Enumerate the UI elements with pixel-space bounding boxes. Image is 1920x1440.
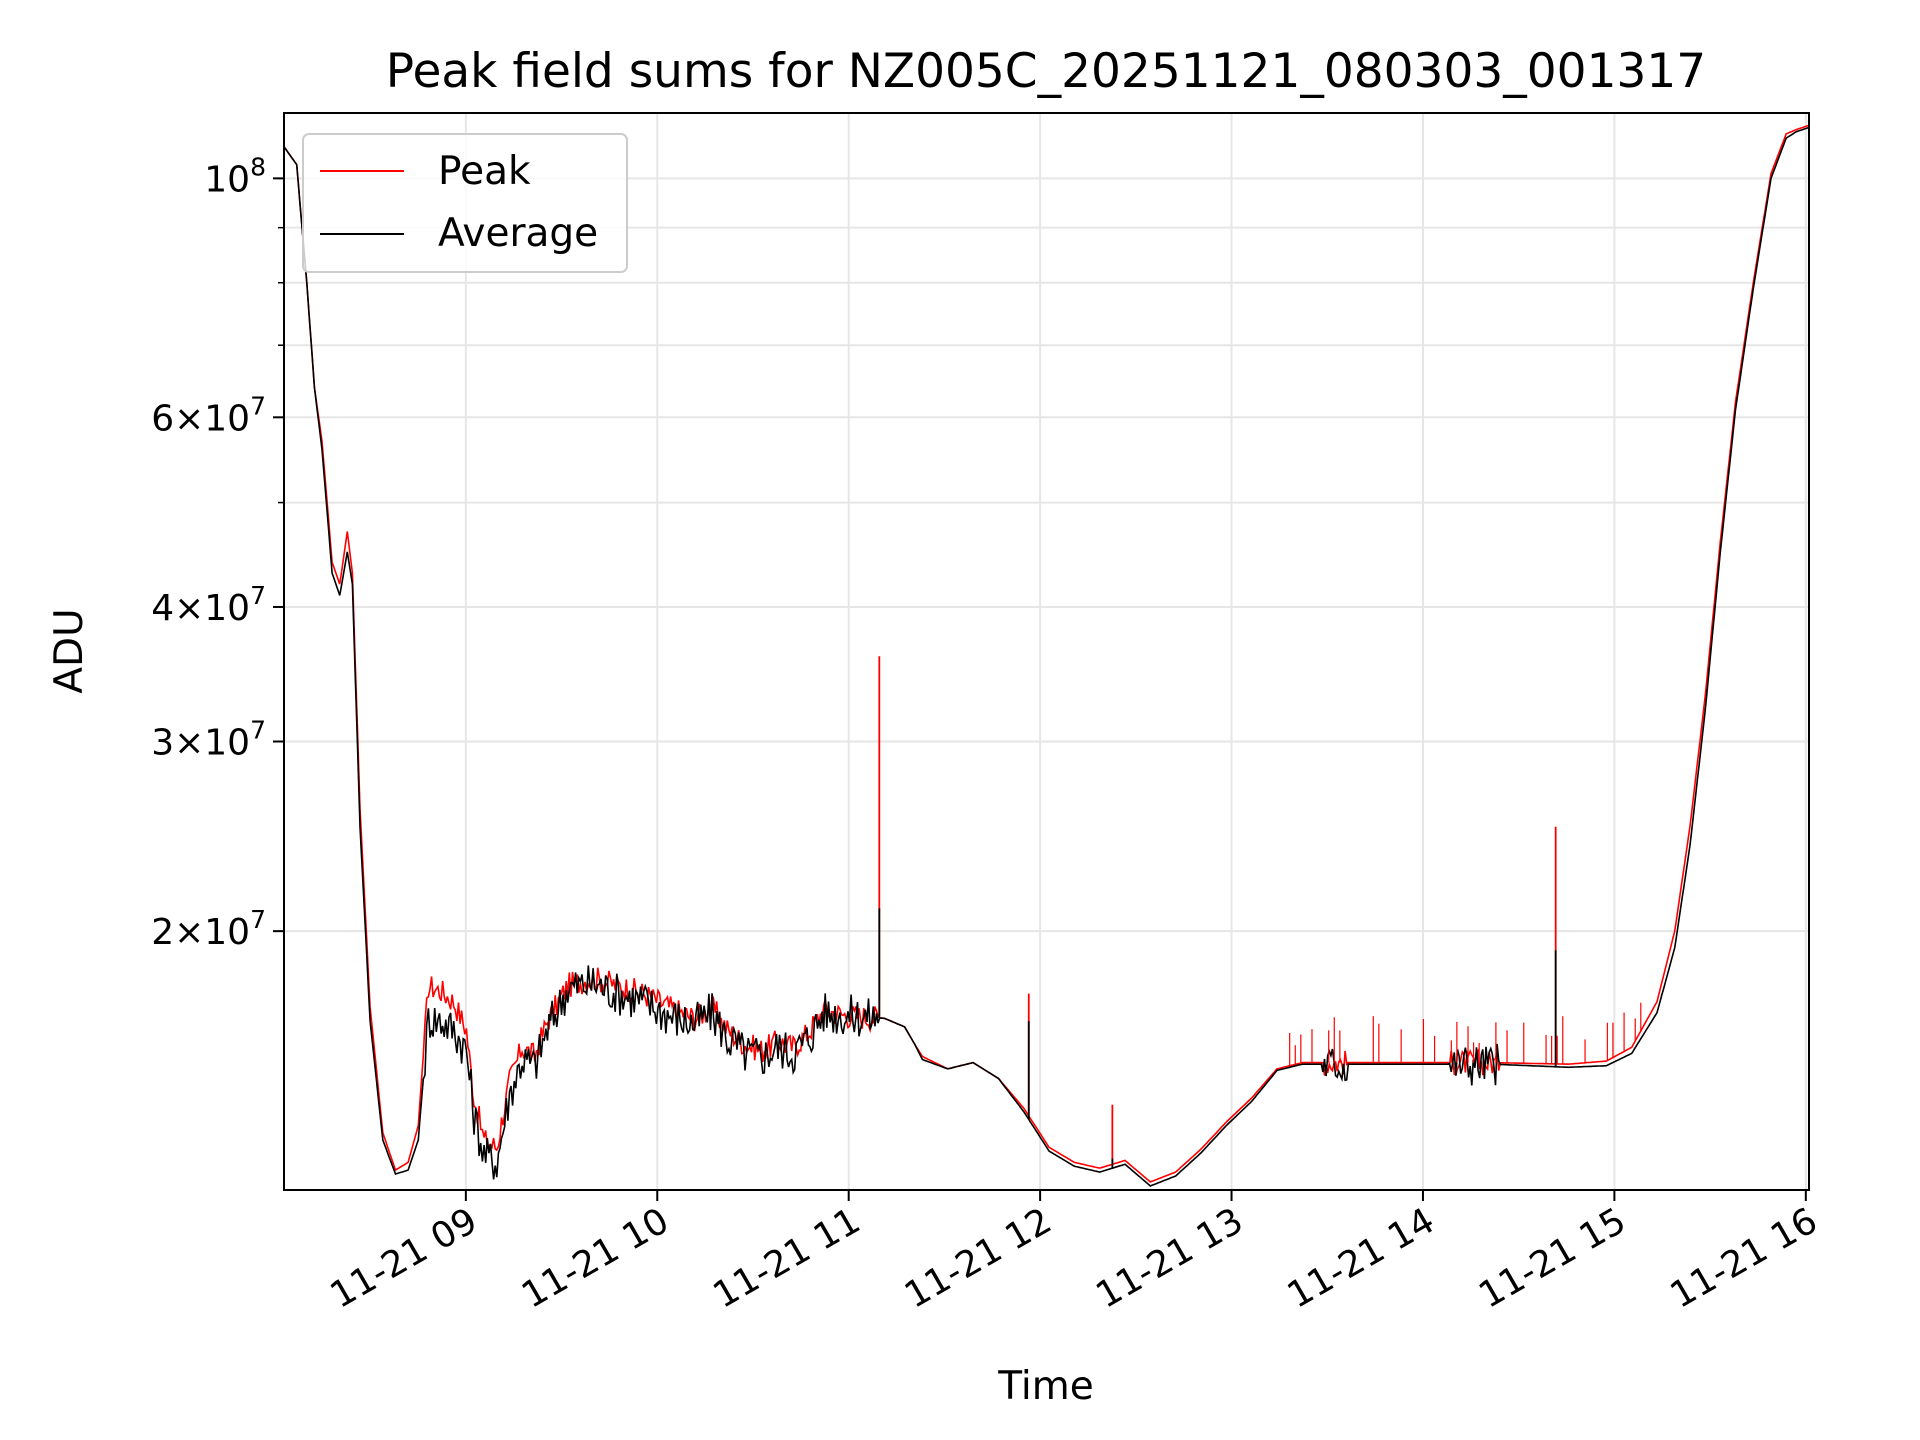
legend-box xyxy=(302,133,628,273)
y-tick-label: 3×107 xyxy=(151,716,266,764)
legend: Peak Average xyxy=(302,133,628,273)
x-tick-label: 11-21 09 xyxy=(324,1200,485,1316)
x-tick-label: 11-21 13 xyxy=(1089,1200,1250,1316)
grid-lines xyxy=(284,113,1809,1190)
x-tick-label: 11-21 12 xyxy=(898,1200,1059,1316)
y-axis-ticks: 2×107 3×107 4×107 6×107 108 xyxy=(151,152,284,953)
x-tick-label: 11-21 16 xyxy=(1664,1200,1825,1316)
plot-frame xyxy=(283,112,1810,1191)
y-tick-label: 108 xyxy=(204,152,266,200)
legend-label-average: Average xyxy=(438,211,598,256)
series-line-average xyxy=(283,126,1810,1187)
series-line-peak xyxy=(283,124,1810,1183)
series-group xyxy=(283,124,1810,1187)
x-axis-ticks: 11-21 09 11-21 10 11-21 11 11-21 12 11-21 13… xyxy=(324,1190,1825,1317)
x-tick-label: 11-21 10 xyxy=(515,1200,676,1316)
y-tick-label: 2×107 xyxy=(151,905,266,953)
x-tick-label: 11-21 14 xyxy=(1281,1200,1442,1316)
legend-label-peak: Peak xyxy=(438,149,531,194)
y-tick-label: 4×107 xyxy=(151,581,266,629)
y-tick-label: 6×107 xyxy=(151,391,266,439)
x-axis-label: Time xyxy=(997,1364,1093,1409)
chart-title: Peak field sums for NZ005C_20251121_0803… xyxy=(386,44,1706,99)
y-axis-label: ADU xyxy=(47,608,92,693)
x-tick-label: 11-21 15 xyxy=(1472,1200,1633,1316)
x-tick-label: 11-21 11 xyxy=(707,1200,868,1316)
